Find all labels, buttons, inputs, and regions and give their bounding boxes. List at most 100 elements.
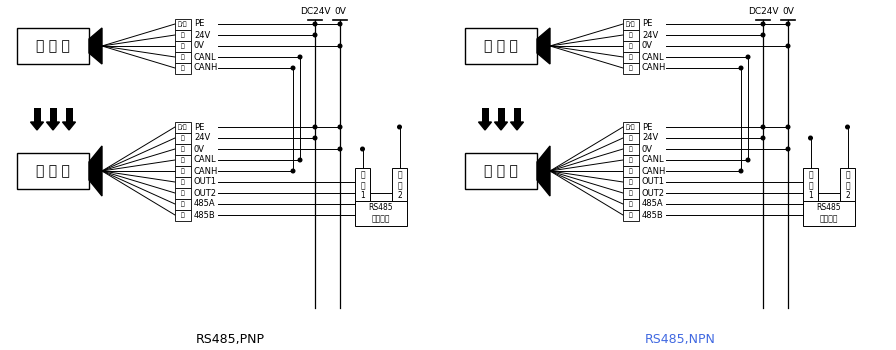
Text: 负
载
1: 负 载 1 [808, 170, 813, 201]
Text: 0V: 0V [194, 145, 205, 154]
Text: CANH: CANH [642, 63, 667, 72]
Polygon shape [511, 122, 523, 130]
Text: 黄/绳: 黄/绳 [626, 124, 636, 130]
Bar [175, 144, 191, 154]
Bar [175, 133, 191, 144]
Text: 0V: 0V [334, 7, 346, 16]
Circle shape [762, 22, 765, 26]
Bar [623, 63, 639, 74]
Circle shape [338, 44, 341, 48]
Text: PE: PE [642, 122, 652, 132]
Polygon shape [537, 28, 550, 64]
Text: 0V: 0V [782, 7, 794, 16]
Text: 黄: 黄 [629, 168, 633, 174]
Text: 红: 红 [181, 135, 185, 141]
Bar [465, 153, 537, 189]
Circle shape [291, 169, 295, 173]
Text: 黄/绳: 黄/绳 [178, 124, 188, 130]
Polygon shape [47, 122, 59, 130]
Text: 485B: 485B [642, 210, 664, 219]
Text: 0V: 0V [194, 42, 205, 50]
Bar [175, 166, 191, 176]
Circle shape [739, 66, 743, 70]
Polygon shape [30, 122, 44, 130]
Bar [392, 168, 407, 203]
Circle shape [361, 147, 365, 151]
Circle shape [762, 136, 765, 140]
Text: 0V: 0V [642, 42, 653, 50]
Circle shape [398, 125, 401, 129]
Bar [33, 108, 40, 122]
Circle shape [746, 55, 750, 59]
Circle shape [746, 158, 750, 162]
Text: CANL: CANL [642, 52, 665, 62]
Text: CANL: CANL [194, 155, 217, 164]
Bar [175, 51, 191, 63]
Text: 负
载
2: 负 载 2 [397, 170, 402, 201]
Circle shape [786, 147, 789, 151]
Text: 485A: 485A [642, 199, 664, 209]
Text: 接 收 器: 接 收 器 [484, 164, 518, 178]
Text: OUT2: OUT2 [642, 189, 665, 197]
Bar [465, 28, 537, 64]
Circle shape [338, 125, 341, 129]
Circle shape [314, 33, 317, 37]
Text: PE: PE [194, 122, 204, 132]
Bar [49, 108, 56, 122]
Bar [623, 29, 639, 41]
Bar [355, 201, 407, 226]
Text: 棕: 棕 [181, 190, 185, 196]
Text: PE: PE [194, 20, 204, 28]
Polygon shape [63, 122, 75, 130]
Bar [623, 19, 639, 29]
Bar [623, 188, 639, 198]
Circle shape [291, 66, 295, 70]
Circle shape [762, 33, 765, 37]
Text: CANL: CANL [194, 52, 217, 62]
Text: 黄/绳: 黄/绳 [178, 21, 188, 27]
Circle shape [762, 125, 765, 129]
Text: PE: PE [642, 20, 652, 28]
Bar [623, 210, 639, 221]
Text: OUT1: OUT1 [194, 177, 217, 187]
Circle shape [314, 136, 317, 140]
Text: CANH: CANH [194, 167, 219, 175]
Text: 棕: 棕 [629, 190, 633, 196]
Text: 橙: 橙 [629, 212, 633, 218]
Polygon shape [537, 146, 550, 196]
Text: 蓝: 蓝 [629, 54, 633, 60]
Bar [513, 108, 521, 122]
Bar [175, 154, 191, 166]
Text: 发 射 器: 发 射 器 [484, 39, 518, 53]
Bar [175, 19, 191, 29]
Text: 黄: 黄 [629, 65, 633, 71]
Text: 绳: 绳 [629, 146, 633, 152]
Bar [497, 108, 504, 122]
Text: CANL: CANL [642, 155, 665, 164]
Bar [623, 176, 639, 188]
Text: 24V: 24V [194, 30, 211, 40]
Bar [623, 154, 639, 166]
Text: 白: 白 [181, 201, 185, 207]
Text: 红: 红 [629, 32, 633, 38]
Bar [840, 168, 855, 203]
Bar [17, 28, 89, 64]
Text: 蓝: 蓝 [629, 157, 633, 163]
Bar [623, 198, 639, 210]
Text: 24V: 24V [194, 133, 211, 142]
Bar [175, 41, 191, 51]
Bar [175, 121, 191, 133]
Text: DC24V: DC24V [748, 7, 779, 16]
Text: 黄: 黄 [181, 65, 185, 71]
Bar [175, 63, 191, 74]
Bar [623, 41, 639, 51]
Text: 发 射 器: 发 射 器 [36, 39, 70, 53]
Bar [175, 198, 191, 210]
Bar [623, 121, 639, 133]
Circle shape [298, 55, 302, 59]
Bar [175, 29, 191, 41]
Circle shape [809, 136, 813, 140]
Text: 绳: 绳 [629, 43, 633, 49]
Text: DC24V: DC24V [300, 7, 331, 16]
Circle shape [786, 44, 789, 48]
